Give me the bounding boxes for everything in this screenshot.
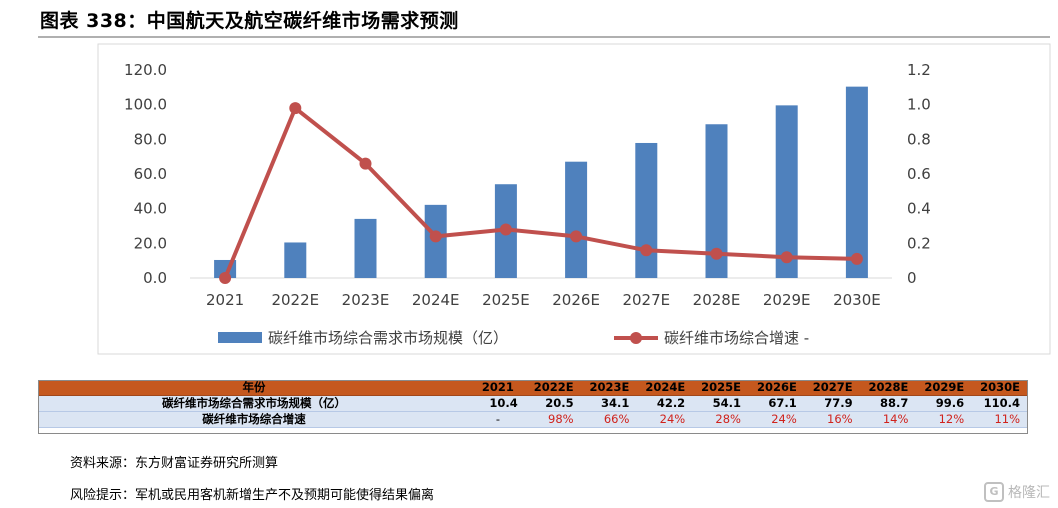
table-cell: 54.1 [693, 395, 749, 412]
table-cell: - [470, 411, 526, 428]
table-cell: 110.4 [972, 395, 1028, 412]
growth-point-2025E [499, 223, 512, 236]
watermark: G 格隆汇 [984, 482, 1050, 502]
table-row-label: 碳纤维市场综合增速 [38, 411, 470, 428]
y-left-tick-label: 40.0 [134, 200, 167, 218]
legend-bar-label: 碳纤维市场综合需求市场规模（亿） [268, 329, 508, 347]
x-tick-label: 2028E [693, 291, 741, 309]
combo-chart: 0.0 20.0 40.0 60.0 80.0 100.0 120.0 0 0.2 0.4 0.6 0… [97, 43, 1051, 355]
x-tick-label: 2023E [342, 291, 390, 309]
y-right-tick-label: 0.6 [907, 165, 931, 183]
table-header-year: 2028E [860, 380, 917, 396]
y-left-tick-label: 120.0 [124, 61, 167, 79]
y-right-tick-label: 0 [907, 269, 917, 287]
growth-point-2022E [289, 102, 302, 115]
table-cell: 77.9 [804, 395, 861, 412]
table-header-year: 2023E [581, 380, 638, 396]
x-tick-label: 2022E [271, 291, 319, 309]
legend-line-label: 碳纤维市场综合增速 - [664, 329, 809, 347]
y-right-tick-label: 0.2 [907, 234, 931, 252]
table-header-year: 2027E [804, 380, 861, 396]
growth-point-2027E [640, 244, 653, 257]
table-cell: 11% [972, 411, 1028, 428]
x-tick-label: 2021 [206, 291, 244, 309]
table-header-year: 2025E [693, 380, 749, 396]
y-left-tick-label: 20.0 [134, 234, 167, 252]
table-cell: 12% [916, 411, 973, 428]
table-cell: 88.7 [860, 395, 917, 412]
table-header-row: 年份 2021 2022E 2023E 2024E 2025E 2026E 2027E 2028… [38, 380, 1028, 396]
figure-title: 图表 338：中国航天及航空碳纤维市场需求预测 [40, 10, 459, 32]
bar-2022E [284, 242, 307, 278]
table-header-label: 年份 [38, 380, 470, 396]
legend-line-marker [630, 332, 642, 344]
data-table: 年份 2021 2022E 2023E 2024E 2025E 2026E 2027E 2028… [38, 380, 1028, 428]
table-cell: 34.1 [581, 395, 638, 412]
table-row-label: 碳纤维市场综合需求市场规模（亿） [38, 395, 470, 412]
y-right-tick-label: 0.4 [907, 200, 931, 218]
growth-point-2029E [780, 251, 793, 264]
x-tick-label: 2026E [552, 291, 600, 309]
growth-line [223, 106, 857, 279]
table-cell: 28% [693, 411, 749, 428]
x-tick-label: 2025E [482, 291, 530, 309]
legend-bar-swatch [218, 332, 262, 343]
table-cell: 24% [748, 411, 805, 428]
y-left-tick-label: 0.0 [143, 269, 167, 287]
data-table-container: 年份 2021 2022E 2023E 2024E 2025E 2026E 2027E 2028… [38, 380, 1028, 428]
table-cell: 20.5 [525, 395, 582, 412]
x-tick-label: 2024E [412, 291, 460, 309]
table-header-year: 2029E [916, 380, 973, 396]
bar-2027E [635, 142, 658, 278]
watermark-text: 格隆汇 [1008, 485, 1050, 501]
title-divider [38, 36, 1050, 38]
bar-2029E [775, 105, 798, 278]
growth-point-2030E [850, 252, 863, 265]
risk-note: 风险提示：军机或民用客机新增生产不及预期可能使得结果偏离 [70, 488, 435, 503]
source-note: 资料来源：东方财富证券研究所测算 [70, 456, 279, 471]
bar-2023E [354, 218, 377, 278]
table-cell: 99.6 [916, 395, 973, 412]
y-right-tick-label: 0.8 [907, 130, 931, 148]
table-cell: 66% [581, 411, 638, 428]
chart-frame [97, 43, 1051, 355]
growth-point-2021 [219, 272, 232, 284]
table-header-year: 2022E [525, 380, 582, 396]
bar-2028E [705, 124, 728, 279]
growth-point-2028E [710, 247, 723, 260]
table-header-year: 2024E [637, 380, 694, 396]
bar-2026E [565, 161, 588, 278]
table-cell: 98% [525, 411, 582, 428]
table-header-year: 2026E [748, 380, 805, 396]
table-cell: 42.2 [637, 395, 694, 412]
x-tick-label: 2030E [833, 291, 881, 309]
y-right-tick-label: 1.2 [907, 61, 931, 79]
table-row: 碳纤维市场综合增速 -98% 66% 24% 28% 24% 16% 14% 12% 11% [38, 411, 1028, 428]
growth-point-2026E [570, 230, 583, 243]
growth-point-2023E [359, 157, 372, 170]
table-cell: 24% [637, 411, 694, 428]
watermark-logo-icon: G [984, 482, 1004, 502]
y-left-tick-label: 60.0 [134, 165, 167, 183]
table-header-year: 2021 [470, 380, 526, 396]
table-row: 碳纤维市场综合需求市场规模（亿） 10.4 20.5 34.1 42.2 54.1 67.1… [38, 395, 1028, 412]
bar-2030E [845, 86, 868, 278]
table-cell: 67.1 [748, 395, 805, 412]
x-tick-label: 2029E [763, 291, 811, 309]
table-cell: 14% [860, 411, 917, 428]
y-left-tick-label: 100.0 [124, 96, 167, 114]
y-left-tick-label: 80.0 [134, 130, 167, 148]
growth-point-2024E [429, 230, 442, 243]
x-tick-label: 2027E [622, 291, 670, 309]
table-cell: 16% [804, 411, 861, 428]
table-cell: 10.4 [470, 395, 526, 412]
y-right-tick-label: 1.0 [907, 96, 931, 114]
table-header-year: 2030E [972, 380, 1028, 396]
